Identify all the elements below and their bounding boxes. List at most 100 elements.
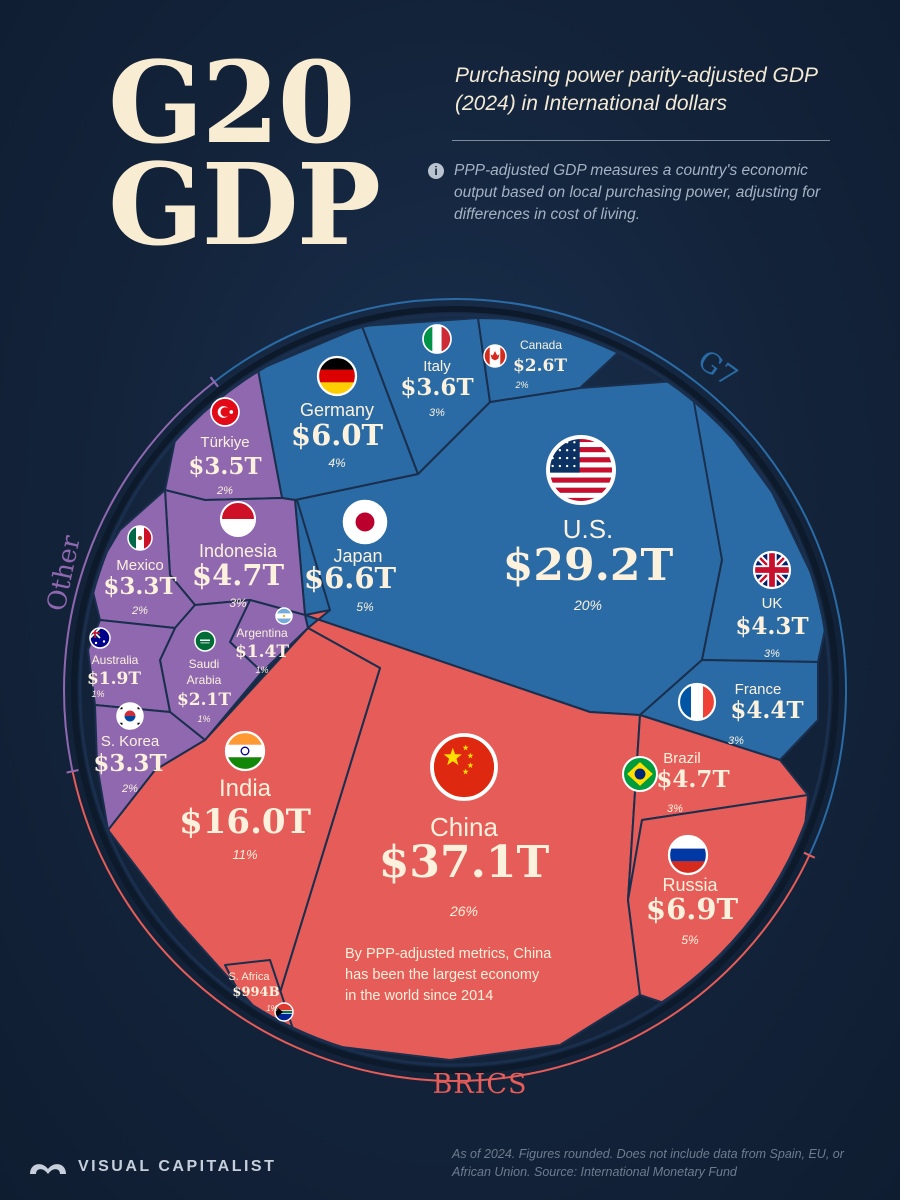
- label-value-t-rkiye: $3.5T: [188, 453, 261, 480]
- page-subtitle: Purchasing power parity-adjusted GDP (20…: [455, 64, 818, 115]
- china-annotation: By PPP-adjusted metrics, China has been t…: [345, 946, 552, 1004]
- south-korea-flag-icon: [116, 702, 144, 730]
- label-name-india: India: [219, 775, 272, 802]
- page-title-line-2: GDP: [108, 140, 381, 271]
- label-share-australia: 1%: [91, 689, 104, 699]
- label-share-india: 11%: [232, 847, 257, 862]
- label-value-mexico: $3.3T: [103, 573, 176, 600]
- china-flag-icon: [430, 733, 498, 801]
- chart-outer-ring: [71, 306, 839, 1074]
- g7-arc: [213, 298, 847, 856]
- argentina-flag-icon: [275, 607, 293, 625]
- uk-flag-icon: [752, 550, 792, 590]
- label-share-mexico: 2%: [131, 605, 148, 617]
- header-divider: [452, 140, 830, 141]
- canada-flag-icon: [483, 344, 507, 368]
- label-share-china: 26%: [449, 903, 478, 919]
- label-share-t-rkiye: 2%: [216, 485, 233, 497]
- label-share-japan: 5%: [356, 600, 374, 614]
- turkiye-flag-icon: [210, 397, 240, 427]
- india-flag-icon: [224, 730, 266, 772]
- south-africa-flag-icon: [274, 1002, 294, 1022]
- other-arc-tick: [209, 376, 219, 388]
- label-value-germany: $6.0T: [291, 418, 384, 452]
- label-name-italy: Italy: [423, 358, 451, 375]
- label-value-france: $4.4T: [730, 697, 803, 724]
- label-name-t-rkiye: Türkiye: [200, 434, 249, 451]
- label-name-russia: Russia: [662, 875, 718, 895]
- label-value-italy: $3.6T: [400, 374, 473, 401]
- visual-capitalist-logo-icon: [30, 1164, 66, 1174]
- label-share-france: 3%: [728, 735, 744, 747]
- cell-uk: [689, 379, 827, 663]
- label-name-canada: Canada: [520, 338, 562, 352]
- label-share-brazil: 3%: [667, 803, 683, 815]
- label-name-france: France: [735, 681, 782, 698]
- label-value-brazil: $4.7T: [656, 766, 729, 793]
- info-description: PPP-adjusted GDP measures a country's ec…: [454, 162, 821, 223]
- label-share-indonesia: 3%: [229, 596, 247, 610]
- label-value-argentina: $1.4T: [235, 642, 289, 662]
- group-label-other: Other: [42, 532, 87, 613]
- brazil-flag-icon: [621, 755, 659, 793]
- label-value-australia: $1.9T: [87, 669, 141, 689]
- us-flag-icon: [546, 435, 616, 505]
- label-value-s-korea: $3.3T: [93, 750, 166, 777]
- label-value-uk: $4.3T: [735, 613, 808, 640]
- label-share-saudi-arabia: 1%: [197, 714, 210, 724]
- label-value-s-africa: $994B: [232, 985, 279, 1000]
- group-label-brics: BRICS: [433, 1069, 528, 1100]
- label-value-saudi-arabia: $2.1T: [177, 690, 231, 710]
- cell-s-korea: [94, 704, 206, 831]
- brics-arc: [71, 771, 811, 1082]
- label-value-canada: $2.6T: [513, 356, 567, 376]
- label-name-germany: Germany: [300, 400, 374, 420]
- label-name-brazil: Brazil: [663, 750, 701, 767]
- label-share-germany: 4%: [328, 456, 346, 470]
- label-value-russia: $6.9T: [646, 892, 739, 926]
- label-value-china: $37.1T: [379, 837, 550, 888]
- italy-flag-icon: [422, 324, 452, 354]
- label-value-india: $16.0T: [179, 802, 311, 842]
- brics-arc-tick: [803, 851, 816, 859]
- label-name-indonesia: Indonesia: [199, 541, 278, 561]
- label-value-japan: $6.6T: [304, 561, 397, 595]
- footer-source-note: As of 2024. Figures rounded. Does not in…: [452, 1147, 844, 1179]
- mexico-flag-icon: [127, 525, 153, 551]
- label-name-saudi-arabia-2: Arabia: [187, 673, 222, 687]
- label-name-argentina: Argentina: [236, 626, 288, 640]
- label-value-indonesia: $4.7T: [192, 558, 285, 592]
- label-share-italy: 3%: [429, 407, 445, 419]
- japan-flag-icon: [342, 499, 388, 545]
- label-share-s-africa: 1%: [266, 1004, 278, 1013]
- label-name-saudi-arabia: Saudi: [189, 657, 220, 671]
- labels-group: U.S.$29.2T 20% Japan$6.6T 5% Germany$6.0T 4% I…: [87, 324, 809, 1022]
- label-share-uk: 3%: [764, 648, 780, 660]
- page-title-line-1: G20: [108, 38, 356, 169]
- label-share-canada: 2%: [514, 380, 528, 390]
- cell-france: [639, 659, 819, 761]
- label-share-argentina: 1%: [255, 665, 268, 675]
- chart-circle-outline: [78, 313, 832, 1067]
- label-name-s-korea: S. Korea: [101, 733, 160, 750]
- label-name-s-africa: S. Africa: [229, 971, 271, 983]
- saudi-arabia-flag-icon: [194, 630, 216, 652]
- label-share-u-s: 20%: [573, 597, 602, 613]
- info-icon: i: [428, 163, 444, 179]
- france-flag-icon: [677, 682, 717, 722]
- label-name-japan: Japan: [333, 546, 382, 566]
- label-name-china: China: [430, 812, 498, 842]
- label-name-uk: UK: [762, 595, 783, 612]
- label-share-s-korea: 2%: [121, 783, 138, 795]
- other-arc: [63, 381, 215, 772]
- indonesia-flag-icon: [219, 500, 257, 538]
- label-name-mexico: Mexico: [116, 557, 164, 574]
- label-share-russia: 5%: [681, 933, 699, 947]
- label-value-u-s: $29.2T: [503, 540, 674, 591]
- russia-flag-icon: [667, 834, 709, 876]
- australia-flag-icon: [89, 627, 111, 649]
- germany-flag-icon: [316, 355, 358, 397]
- brand-name: VISUAL CAPITALIST: [78, 1158, 277, 1175]
- other-arc-tick: [66, 769, 79, 774]
